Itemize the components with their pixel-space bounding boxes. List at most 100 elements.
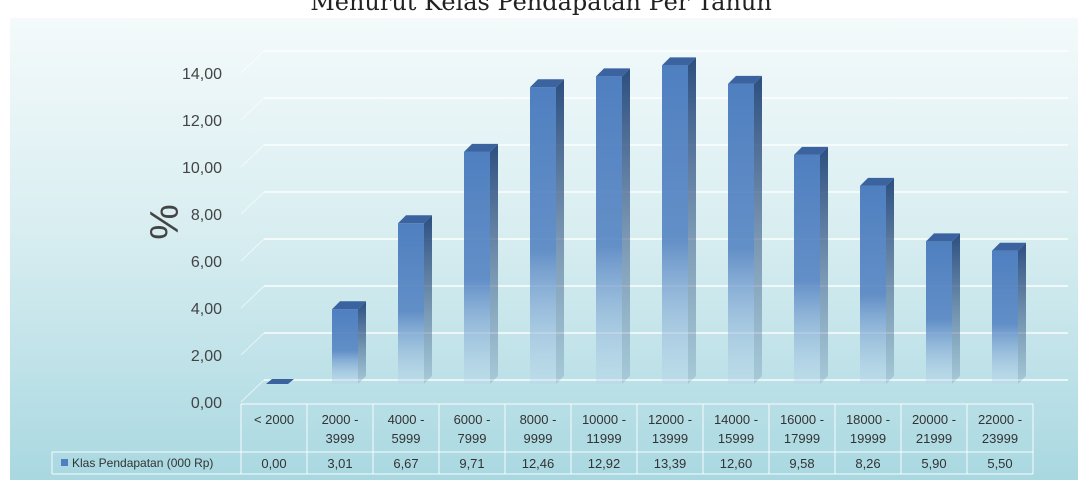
x-tick-label: 18000 - [846, 412, 890, 427]
bar-front [596, 76, 622, 384]
bar [266, 379, 294, 384]
bar-front [992, 250, 1018, 384]
y-tick-label: 14,00 [182, 66, 222, 83]
bar [398, 215, 432, 384]
x-tick-label: 12000 - [648, 412, 692, 427]
x-tick-label: 9999 [524, 431, 553, 446]
legend-label: Klas Pendapatan (000 Rp) [72, 456, 213, 470]
x-tick-label: 2000 - [322, 412, 359, 427]
bar [926, 233, 960, 384]
x-tick-label: 5999 [392, 431, 421, 446]
y-tick-label: 12,00 [182, 113, 222, 130]
bar [530, 79, 564, 384]
bar-side [1018, 242, 1026, 384]
x-tick-label: 13999 [652, 431, 688, 446]
x-tick-label: 10000 - [582, 412, 626, 427]
bar-side [952, 233, 960, 384]
bar-side [490, 143, 498, 384]
y-tick-label: 10,00 [182, 160, 222, 177]
y-tick-label: 2,00 [191, 348, 222, 365]
data-label: 0,00 [261, 456, 286, 471]
bar-side [556, 79, 564, 384]
data-label: 9,71 [459, 456, 484, 471]
bar-top [794, 146, 828, 155]
y-tick-label: 0,00 [191, 395, 222, 412]
bar-top [926, 233, 960, 242]
x-tick-label: 11999 [586, 431, 621, 446]
gridline-depth [240, 332, 265, 356]
bar [332, 301, 366, 384]
data-label: 9,58 [789, 456, 814, 471]
data-label: 6,67 [393, 456, 418, 471]
bar-top [860, 177, 894, 186]
bar-top [464, 143, 498, 152]
bar-top [992, 242, 1026, 251]
bar-top [398, 215, 432, 224]
x-tick-label: 4000 - [388, 412, 425, 427]
bar [992, 242, 1026, 384]
bar [728, 75, 762, 385]
data-table: < 2000 2000 - 3999 4000 - 5999 6000 - 7999 8000… [51, 403, 1034, 475]
bar-top [530, 79, 564, 88]
bar-side [424, 215, 432, 384]
bar-front [728, 83, 754, 385]
bar-side [754, 75, 762, 385]
data-label: 5,90 [921, 456, 946, 471]
y-tick-label: 8,00 [191, 207, 222, 224]
x-tick-label: 3999 [326, 431, 355, 446]
bar-front [662, 65, 688, 385]
bar-side [820, 146, 828, 384]
x-tick-label: 6000 - [454, 412, 491, 427]
bar [860, 177, 894, 384]
bar [794, 146, 828, 384]
bar-side [622, 68, 630, 384]
data-label: 8,26 [855, 456, 880, 471]
bar [464, 143, 498, 384]
bar-front [332, 309, 358, 384]
bars [266, 57, 1026, 385]
x-tick-label: 14000 - [714, 412, 758, 427]
x-tick-label: 16000 - [780, 412, 824, 427]
x-tick-label: 15999 [718, 431, 754, 446]
chart-title: Menurut Kelas Pendapatan Per Tahun [310, 0, 772, 16]
data-label: 3,01 [327, 456, 352, 471]
x-tick-label: 7999 [458, 431, 487, 446]
bar-front [860, 185, 886, 384]
gridline-depth [240, 379, 265, 403]
x-tick-label: 19999 [850, 431, 886, 446]
gridline-depth [240, 191, 265, 215]
bar-top [662, 57, 696, 66]
data-label: 12,92 [588, 456, 621, 471]
gridline-depth [240, 50, 265, 74]
x-tick-label: 17999 [784, 431, 820, 446]
bar-side [688, 57, 696, 385]
y-tick-label: 4,00 [191, 301, 222, 318]
x-tick-label: 21999 [916, 431, 952, 446]
bar-front [794, 154, 820, 384]
bar-zero-cap [266, 379, 294, 384]
bar-top [728, 75, 762, 84]
data-label: 13,39 [654, 456, 687, 471]
bar [662, 57, 696, 385]
bar-front [926, 241, 952, 384]
data-label: 12,46 [522, 456, 555, 471]
gridline-depth [240, 238, 265, 262]
x-tick-label: 22000 - [978, 412, 1022, 427]
bar-side [886, 177, 894, 384]
legend-swatch [61, 459, 68, 466]
y-axis-label: % [143, 204, 187, 240]
bar-front [530, 87, 556, 384]
bar-front [464, 151, 490, 384]
y-tick-label: 6,00 [191, 254, 222, 271]
bar [596, 68, 630, 384]
gridline-depth [240, 97, 265, 121]
gridline-depth [240, 144, 265, 168]
bar-side [358, 301, 366, 384]
data-label: 5,50 [987, 456, 1012, 471]
x-tick-label: 8000 - [520, 412, 557, 427]
x-tick-label: 23999 [982, 431, 1018, 446]
bar-front [398, 223, 424, 384]
bar-top [596, 68, 630, 77]
x-tick-label: 20000 - [912, 412, 956, 427]
